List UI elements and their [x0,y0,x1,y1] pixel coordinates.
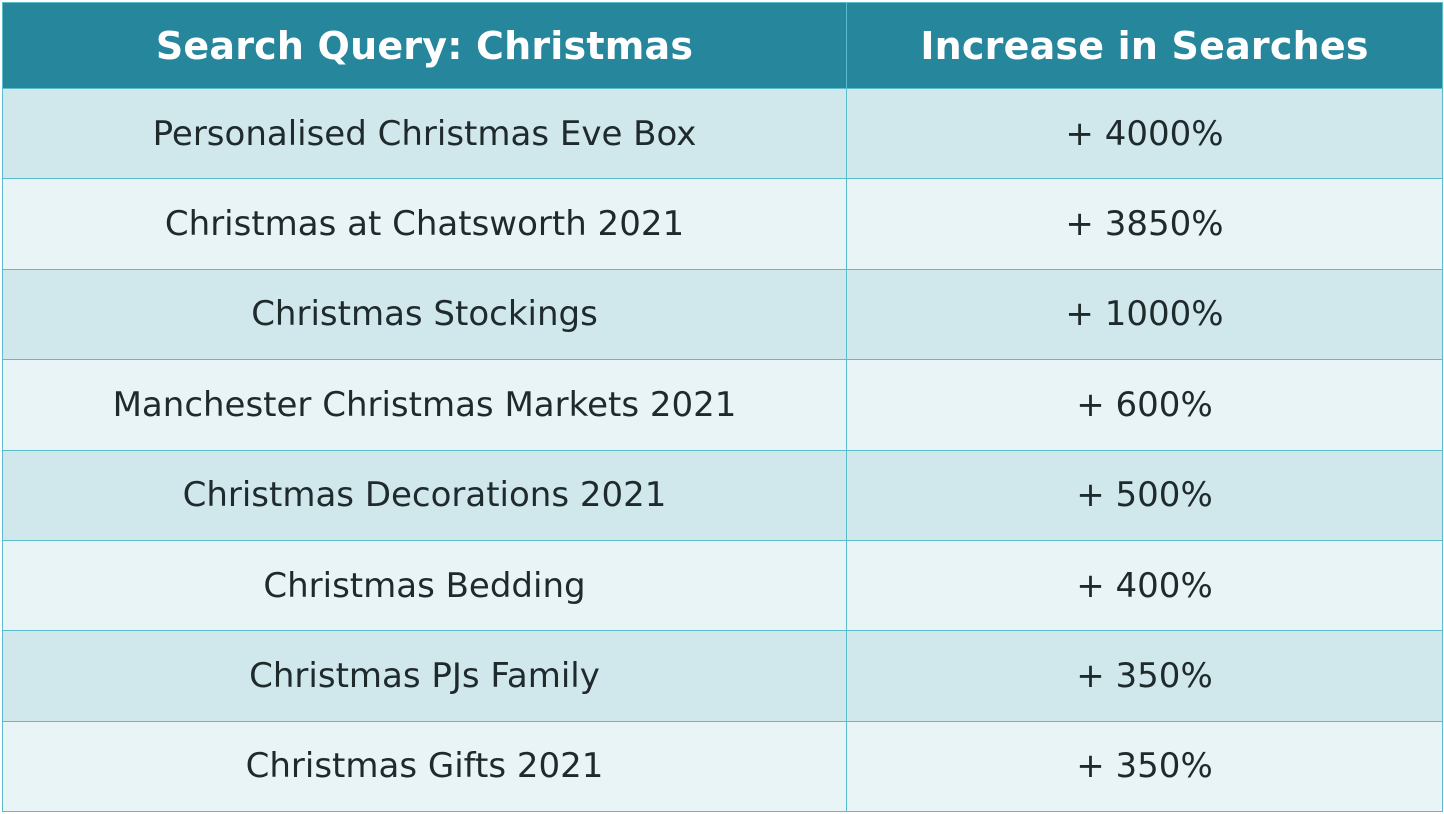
search-query-cell: Manchester Christmas Markets 2021 [2,359,847,451]
table-row: Christmas Decorations 2021 + 500% [2,449,1443,541]
table-body: Personalised Christmas Eve Box + 4000% C… [2,87,1443,813]
increase-cell: + 600% [846,359,1443,451]
search-query-cell: Christmas PJs Family [2,630,847,722]
table-row: Personalised Christmas Eve Box + 4000% [2,87,1443,180]
increase-cell: + 4000% [846,87,1443,180]
table-row: Christmas Gifts 2021 + 350% [2,720,1443,813]
table-row: Christmas PJs Family + 350% [2,630,1443,722]
increase-cell: + 3850% [846,178,1443,270]
table-header: Search Query: Christmas Increase in Sear… [2,2,1443,89]
increase-cell: + 500% [846,449,1443,541]
search-query-cell: Christmas Decorations 2021 [2,449,847,541]
increase-cell: + 350% [846,630,1443,722]
increase-cell: + 400% [846,539,1443,632]
table-row: Christmas Stockings + 1000% [2,268,1443,361]
search-query-cell: Personalised Christmas Eve Box [2,87,847,180]
header-increase-in-searches: Increase in Searches [846,2,1443,89]
table-row: Manchester Christmas Markets 2021 + 600% [2,359,1443,451]
table-row: Christmas at Chatsworth 2021 + 3850% [2,178,1443,270]
search-query-cell: Christmas Gifts 2021 [2,720,847,813]
increase-cell: + 350% [846,720,1443,813]
header-search-query: Search Query: Christmas [2,2,847,89]
header-row: Search Query: Christmas Increase in Sear… [2,2,1443,89]
search-query-cell: Christmas at Chatsworth 2021 [2,178,847,270]
increase-cell: + 1000% [846,268,1443,361]
table-row: Christmas Bedding + 400% [2,539,1443,632]
search-query-cell: Christmas Stockings [2,268,847,361]
search-query-cell: Christmas Bedding [2,539,847,632]
